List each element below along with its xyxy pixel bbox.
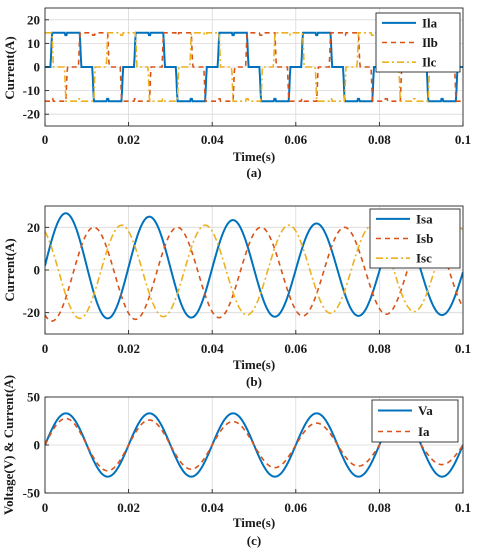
legend-label-ia: Ia [418,424,430,439]
legend-label-isa: Isa [416,211,433,226]
x-tick-label: 0.08 [368,132,391,147]
y-axis-label: Current(A) [2,36,17,99]
panel-caption: (a) [246,165,261,180]
y-tick-label: -50 [23,486,40,501]
x-tick-label: 0.02 [117,500,140,515]
x-tick-label: 0.04 [201,132,224,147]
chart-panel-1: 0 0.02 0.04 0.06 0.08 0.1 20 10 0 -10 -20 Time(s) Cu… [2,7,471,180]
y-tick-label: -20 [23,305,40,320]
legend-label-va: Va [418,403,433,418]
x-tick-label: 0 [42,341,49,356]
legend: Va Ia [371,399,459,443]
series-line-ilb [45,31,463,103]
legend: Ila Ilb Ilc [375,12,461,73]
y-tick-label: -20 [23,107,40,122]
x-axis-label: Time(s) [233,515,275,530]
y-tick-label: -10 [23,83,40,98]
legend-box [371,399,459,443]
x-tick-label: 0.06 [284,341,307,356]
x-tick-label: 0.1 [455,132,471,147]
y-tick-label: 0 [34,60,41,75]
y-axis-label: Current(A) [2,238,17,301]
legend-label-isb: Isb [416,231,433,246]
x-tick-label: 0.1 [455,341,471,356]
x-tick-label: 0 [42,500,49,515]
y-tick-label: 10 [27,36,40,51]
x-axis-label: Time(s) [233,357,275,372]
panel-caption: (c) [247,533,261,548]
y-tick-label: 0 [34,438,41,453]
legend-label-ila: Ila [422,15,438,30]
x-tick-label: 0.06 [284,500,307,515]
x-tick-label: 0 [42,132,49,147]
legend-label-ilb: Ilb [422,35,438,50]
chart-panel-3: 0 0.02 0.04 0.06 0.08 0.1500-50Time(s)Voltage… [1,375,471,548]
x-tick-label: 0.06 [284,132,307,147]
x-tick-label: 0.08 [368,500,391,515]
series-line-isb [45,226,463,322]
series-line-isc [45,224,463,320]
panel-caption: (b) [246,374,262,389]
legend: Isa Isb Isc [369,208,461,269]
x-tick-label: 0.04 [201,341,224,356]
x-tick-label: 0.04 [201,500,224,515]
legend-label-ilc: Ilc [422,55,437,70]
x-tick-label: 0.02 [117,341,140,356]
x-tick-label: 0.1 [455,500,471,515]
chart-panel-2: 0 0.02 0.04 0.06 0.08 0.1 20 0 -20 Time(s) Current… [2,205,471,389]
y-tick-label: 20 [27,12,40,27]
y-tick-label: 0 [34,263,41,278]
y-axis-label: Voltage(V) & Current(A) [1,375,16,515]
x-tick-label: 0.02 [117,132,140,147]
series-line-ia [45,417,463,472]
y-tick-label: 50 [27,390,40,405]
x-tick-label: 0.08 [368,341,391,356]
y-tick-label: 20 [27,220,40,235]
x-axis-label: Time(s) [233,149,275,164]
legend-label-isc: Isc [416,251,432,266]
